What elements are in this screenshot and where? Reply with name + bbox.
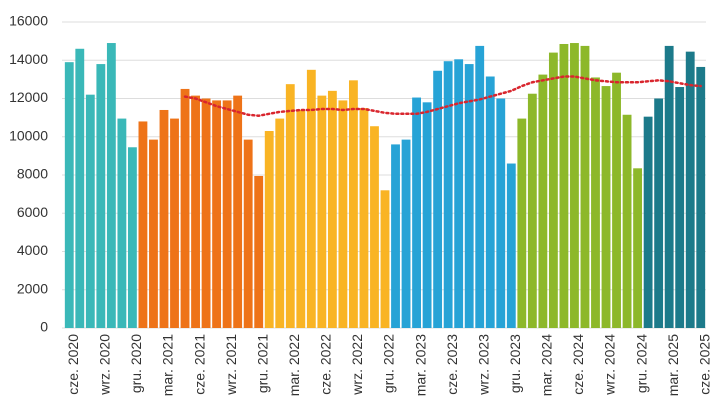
- bar: [422, 102, 432, 328]
- bar: [349, 80, 358, 328]
- x-tick-label: cze. 2022: [318, 334, 334, 395]
- bar: [506, 163, 516, 328]
- x-tick-label: mar. 2023: [412, 334, 428, 396]
- x-tick-label: mar. 2024: [539, 334, 555, 396]
- x-tick-label: cze. 2021: [191, 334, 207, 395]
- bar: [612, 72, 621, 329]
- x-tick-label: wrz. 2023: [475, 334, 491, 396]
- y-tick-label: 0: [40, 319, 48, 335]
- y-tick-label: 10000: [9, 127, 48, 143]
- x-tick-label: gru. 2022: [381, 334, 397, 393]
- bar: [633, 168, 643, 328]
- bar: [391, 144, 400, 328]
- bar: [475, 45, 485, 328]
- bar: [496, 98, 506, 328]
- y-tick-label: 4000: [17, 242, 48, 258]
- bar: [96, 64, 106, 328]
- bar: [296, 109, 306, 328]
- x-tick-label: mar. 2022: [286, 334, 302, 396]
- bar: [517, 118, 527, 328]
- bar: [327, 90, 337, 328]
- x-tick-label: cze. 2024: [570, 334, 586, 395]
- bar: [359, 108, 369, 328]
- bar: [591, 77, 600, 329]
- bar: [201, 98, 211, 328]
- x-tick-label: cze. 2020: [65, 334, 81, 395]
- bar: [306, 69, 316, 328]
- trend-line: [183, 75, 702, 117]
- y-tick-label: 6000: [17, 204, 48, 220]
- bar: [548, 52, 558, 328]
- bar: [117, 118, 127, 328]
- x-tick-label: gru. 2023: [507, 334, 523, 393]
- bar: [254, 175, 264, 328]
- x-tick-label: wrz. 2021: [223, 334, 239, 396]
- bar: [412, 97, 421, 328]
- bar: [264, 131, 274, 328]
- bar: [212, 100, 222, 328]
- x-tick-label: cze. 2023: [444, 334, 460, 395]
- bar: [685, 51, 695, 329]
- bar: [233, 95, 243, 328]
- y-tick-label: 12000: [9, 89, 48, 105]
- y-tick-label: 14000: [9, 51, 48, 67]
- bar: [149, 139, 158, 328]
- bar: [243, 139, 253, 328]
- y-tick-label: 8000: [17, 166, 48, 182]
- bar: [64, 62, 74, 328]
- bar: [338, 100, 348, 328]
- bar: [485, 76, 495, 328]
- bar: [170, 118, 179, 328]
- bar: [675, 87, 685, 329]
- bar: [527, 93, 537, 328]
- bar: [275, 118, 285, 328]
- bar: [106, 43, 116, 328]
- bar: [317, 95, 327, 328]
- bar: [191, 95, 200, 328]
- bar: [601, 86, 611, 328]
- bar: [159, 109, 169, 328]
- y-tick-label: 2000: [17, 280, 48, 296]
- bar: [696, 66, 706, 328]
- bar: [454, 59, 464, 328]
- bar: [433, 70, 443, 329]
- y-tick-label: 16000: [9, 13, 48, 29]
- bar: [222, 100, 232, 328]
- x-tick-label: mar. 2025: [665, 334, 681, 396]
- bar: [380, 190, 390, 328]
- bar: [654, 98, 664, 328]
- bar: [580, 45, 590, 328]
- x-tick-label: wrz. 2022: [349, 334, 365, 396]
- bar: [138, 121, 148, 328]
- bar: [538, 74, 548, 328]
- bar: [664, 45, 674, 328]
- bar: [464, 64, 474, 328]
- bar: [180, 88, 190, 328]
- bar: [285, 84, 295, 328]
- bar: [643, 116, 653, 328]
- x-tick-label: cze. 2025: [696, 334, 712, 395]
- bar: [85, 94, 95, 328]
- x-tick-label: wrz. 2024: [602, 334, 618, 396]
- bar: [401, 139, 411, 328]
- bar: [75, 48, 85, 329]
- x-tick-label: wrz. 2020: [97, 334, 113, 396]
- bar: [127, 147, 137, 328]
- bar: [622, 114, 632, 328]
- bar: [443, 61, 453, 329]
- x-tick-label: mar. 2021: [160, 334, 176, 396]
- bar: [370, 126, 379, 328]
- bar: [570, 43, 579, 328]
- x-tick-label: gru. 2021: [254, 334, 270, 393]
- x-tick-label: gru. 2024: [633, 334, 649, 393]
- bar: [559, 43, 569, 329]
- x-tick-label: gru. 2020: [128, 334, 144, 393]
